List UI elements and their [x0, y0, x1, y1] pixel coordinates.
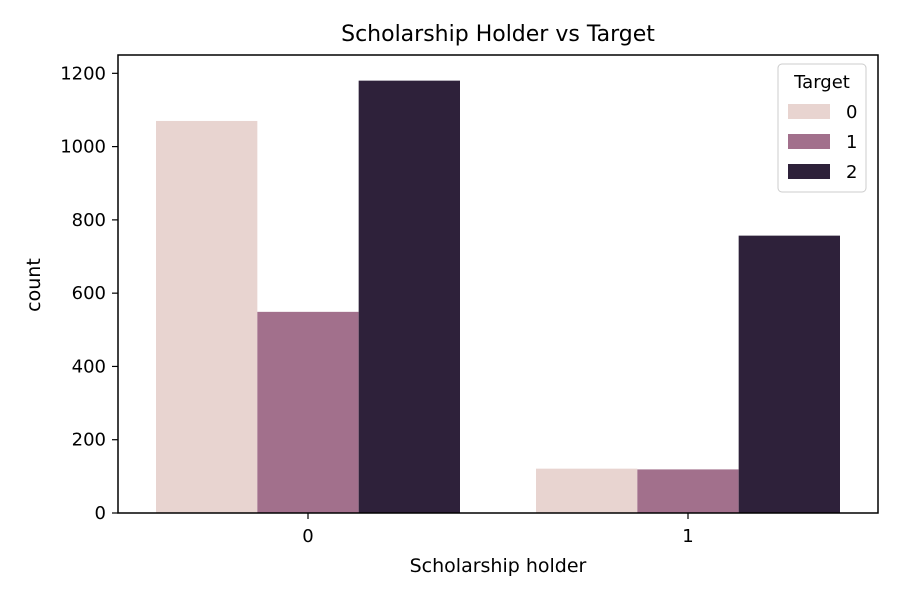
- plot-frame: [117, 54, 879, 514]
- bar-target-1-holder-0: [257, 311, 359, 513]
- legend-swatch-2: [788, 164, 830, 179]
- legend-label: 1: [846, 132, 857, 153]
- legend-swatch-1: [788, 134, 830, 149]
- legend-label: 0: [846, 102, 857, 123]
- legend-title: Target: [793, 72, 850, 93]
- legend-swatch-0: [788, 104, 830, 119]
- y-tick-label: 1000: [60, 137, 106, 158]
- y-tick-label: 800: [72, 210, 106, 231]
- bar-target-0-holder-0: [156, 120, 258, 514]
- legend-label: 2: [846, 162, 857, 183]
- y-tick-label: 1200: [60, 63, 106, 84]
- y-tick-label: 0: [95, 503, 106, 524]
- bar-target-0-holder-1: [536, 468, 638, 513]
- y-tick-label: 200: [72, 430, 106, 451]
- y-axis: 0 200 400 600 800 1000 1200: [60, 63, 118, 524]
- legend: Target 0 1 2: [777, 63, 867, 193]
- legend-box: [777, 63, 867, 193]
- y-tick-label: 600: [72, 283, 106, 304]
- y-tick-label: 400: [72, 356, 106, 377]
- bar-target-2-holder-0: [358, 80, 460, 513]
- x-axis-label: Scholarship holder: [410, 555, 587, 577]
- chart-title: Scholarship Holder vs Target: [341, 22, 655, 47]
- bars-group: [156, 80, 840, 514]
- bar-target-2-holder-1: [738, 235, 840, 513]
- bar-target-1-holder-1: [637, 469, 739, 513]
- x-tick-label: 0: [302, 526, 313, 547]
- x-tick-label: 1: [682, 526, 693, 547]
- y-axis-label: count: [23, 258, 45, 312]
